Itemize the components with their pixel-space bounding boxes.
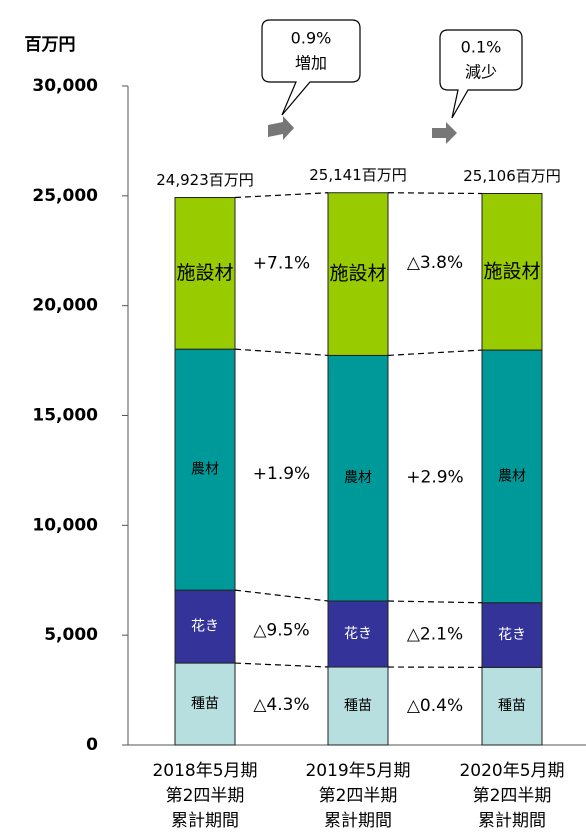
bar-segment [174, 197, 236, 350]
connector [234, 589, 329, 602]
annotation: 0.1% [461, 38, 502, 57]
bar-segment [327, 666, 389, 746]
change-label: △9.5% [253, 620, 309, 640]
y-unit-label: 百万円 [25, 35, 76, 55]
y-tick-label: 25,000 [32, 186, 98, 206]
connector [234, 348, 329, 357]
x-tick-label: 累計期間 [478, 811, 546, 831]
x-tick-label: 第2四半期 [473, 786, 552, 806]
change-label: △4.3% [253, 695, 309, 715]
connector [387, 192, 483, 195]
arrow [432, 122, 457, 144]
segment-label: 施設材 [483, 260, 540, 282]
bar-segment [327, 354, 389, 602]
callout [439, 29, 523, 119]
bar-segment [174, 348, 236, 591]
x-tick-label: 累計期間 [324, 811, 392, 831]
segment-label: 農材 [344, 470, 372, 486]
total-label: 24,923百万円 [156, 171, 254, 189]
change-label: +7.1% [253, 254, 310, 274]
y-tick-label: 20,000 [32, 296, 98, 316]
x-tick-label: 第2四半期 [166, 786, 245, 806]
bar-segment [481, 666, 543, 746]
segment-label: 農材 [498, 468, 526, 484]
segment-label: 種苗 [191, 696, 219, 712]
segment-label: 農材 [191, 462, 219, 478]
connector [387, 600, 483, 604]
change-label: △0.4% [407, 696, 463, 716]
annotation: 0.9% [291, 29, 332, 48]
bar-segment [174, 662, 236, 746]
x-tick-label: 第2四半期 [319, 786, 398, 806]
total-label: 25,141百万円 [309, 166, 407, 184]
segment-label: 花き [191, 619, 219, 635]
change-label: △2.1% [407, 625, 463, 645]
y-tick-label: 10,000 [32, 515, 98, 535]
x-tick-label: 2019年5月期 [305, 761, 410, 781]
connector [387, 349, 483, 357]
segment-label: 種苗 [498, 698, 526, 714]
bar-segment [174, 589, 236, 664]
change-label: +1.9% [253, 464, 310, 484]
segment-label: 花き [498, 627, 526, 643]
change-label: △3.8% [407, 253, 463, 273]
x-tick-label: 累計期間 [171, 811, 239, 831]
segment-label: 花き [344, 626, 372, 642]
y-tick-label: 0 [86, 735, 98, 755]
bar-segment [327, 192, 389, 356]
connector [234, 192, 329, 199]
segment-label: 施設材 [176, 262, 233, 284]
bar-segment [481, 193, 543, 351]
total-label: 25,106百万円 [463, 167, 561, 185]
y-tick-label: 5,000 [44, 625, 98, 645]
segment-label: 種苗 [344, 698, 372, 714]
y-tick-label: 30,000 [32, 76, 98, 96]
annotation: 減少 [465, 63, 497, 82]
annotation: 増加 [295, 54, 327, 73]
x-tick-label: 2018年5月期 [152, 761, 257, 781]
y-tick-label: 15,000 [32, 406, 98, 426]
x-tick-label: 2020年5月期 [459, 761, 564, 781]
bar-segment [481, 349, 543, 604]
change-label: +2.9% [406, 467, 463, 487]
callout [261, 19, 361, 116]
segment-label: 施設材 [329, 263, 386, 285]
arrow [268, 116, 294, 140]
connector [234, 662, 329, 668]
